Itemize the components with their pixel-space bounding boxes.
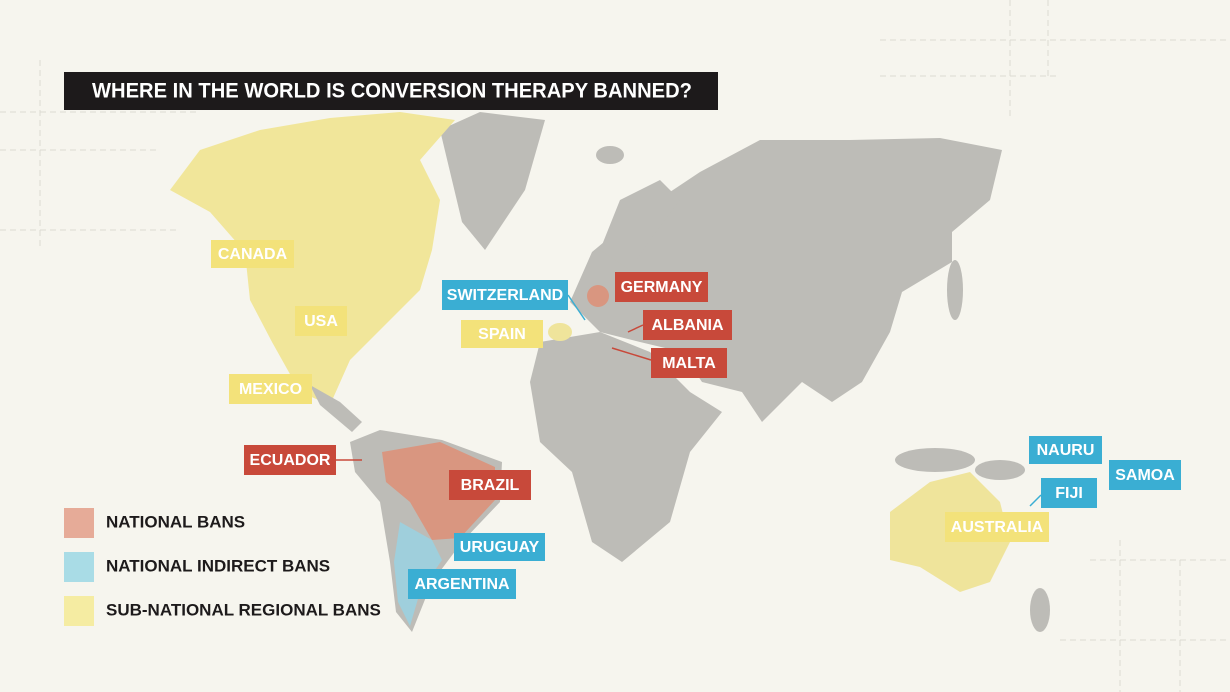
country-label: BRAZIL (461, 477, 520, 494)
country-label: ALBANIA (652, 317, 724, 334)
country-label: ECUADOR (250, 452, 331, 469)
label-box (1109, 460, 1181, 490)
country-label: USA (304, 313, 338, 330)
country-label: ARGENTINA (414, 576, 510, 593)
label-box (1041, 478, 1097, 508)
country-label: SAMOA (1115, 467, 1175, 484)
label-box (211, 240, 294, 268)
north-america (170, 112, 455, 405)
legend-swatch (64, 596, 94, 626)
greenland (440, 112, 545, 250)
label-box (449, 470, 531, 500)
japan (947, 260, 963, 320)
label-box (454, 533, 545, 561)
legend-swatch (64, 552, 94, 582)
label-box (643, 310, 732, 340)
legend-label: NATIONAL BANS (106, 512, 245, 531)
germany (587, 285, 609, 307)
label-box (295, 306, 347, 336)
country-label: FIJI (1055, 485, 1083, 502)
central-america (310, 385, 362, 432)
legend-label: NATIONAL INDIRECT BANS (106, 556, 330, 575)
country-label: SPAIN (478, 326, 526, 343)
country-label: SWITZERLAND (447, 287, 563, 304)
spain (548, 323, 572, 341)
iceland (596, 146, 624, 164)
country-label: GERMANY (621, 279, 703, 296)
legend: NATIONAL BANS NATIONAL INDIRECT BANS SUB-N… (64, 508, 381, 626)
country-label: CANADA (218, 246, 288, 263)
label-box (945, 512, 1049, 542)
country-label: URUGUAY (460, 539, 540, 556)
country-label: NAURU (1037, 442, 1095, 459)
scandinavia (600, 180, 680, 270)
africa (530, 332, 722, 562)
brazil (382, 442, 495, 540)
new-guinea (975, 460, 1025, 480)
label-box (615, 272, 708, 302)
country-label: AUSTRALIA (951, 519, 1044, 536)
country-label: MEXICO (239, 381, 302, 398)
label-box (229, 374, 312, 404)
label-box (1029, 436, 1102, 464)
label-box (651, 348, 727, 378)
legend-label: SUB-NATIONAL REGIONAL BANS (106, 600, 381, 619)
title-bar (64, 72, 718, 110)
label-box (408, 569, 516, 599)
leader-lines (336, 294, 1042, 507)
country-labels: CANADA USA MEXICO ECUADOR BRAZIL URUGUAY ARGEN… (211, 240, 1181, 599)
label-box (442, 280, 568, 310)
title: WHERE IN THE WORLD IS CONVERSION THERAPY… (92, 80, 692, 103)
new-zealand (1030, 588, 1050, 632)
label-box (244, 445, 336, 475)
legend-swatch (64, 508, 94, 538)
indonesia (895, 448, 975, 472)
label-box (461, 320, 543, 348)
country-label: MALTA (662, 355, 716, 372)
